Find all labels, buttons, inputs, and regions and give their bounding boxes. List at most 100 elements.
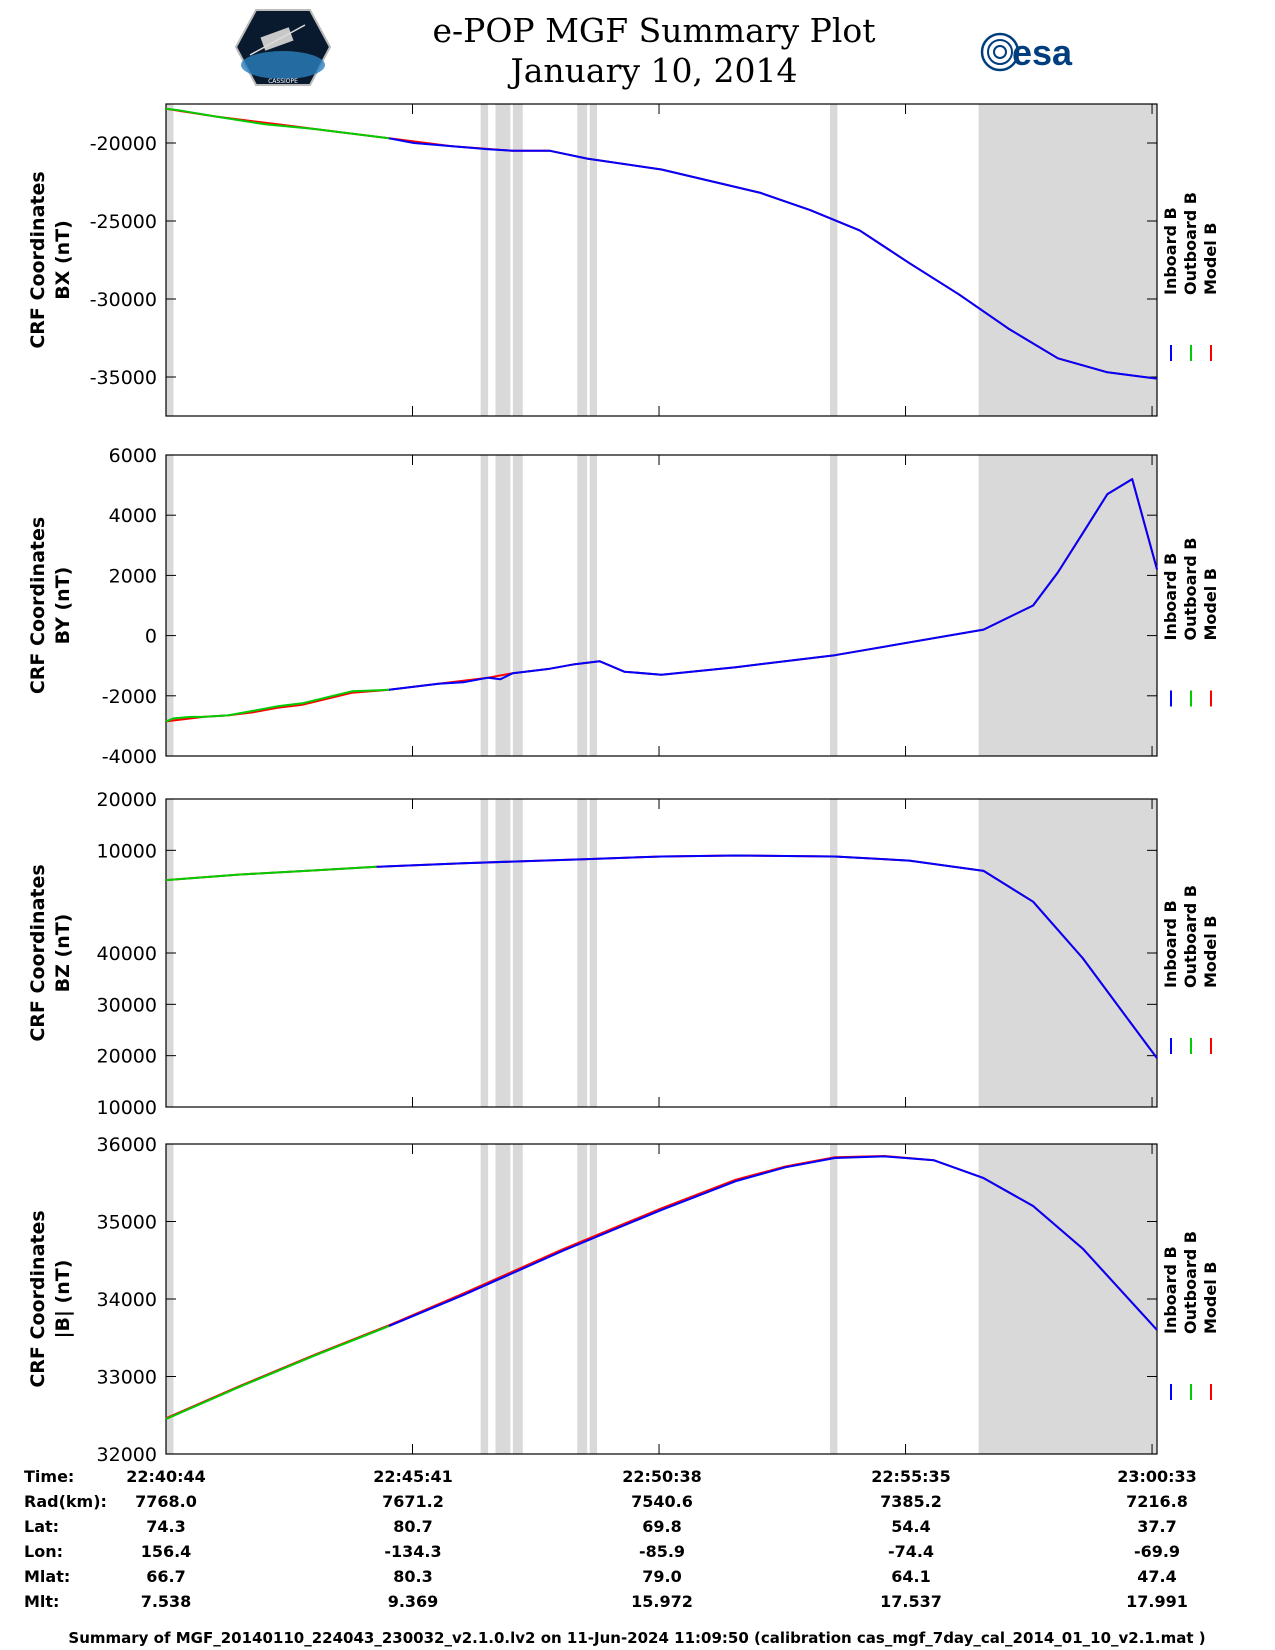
y-axis-label-line1: CRF Coordinates <box>27 171 49 348</box>
y-tick-label: -30000 <box>90 289 157 311</box>
y-tick-label: 36000 <box>97 1134 157 1156</box>
shaded-band <box>480 799 489 1107</box>
shaded-band <box>577 799 588 1107</box>
y-axis-label-line1: CRF Coordinates <box>27 517 49 694</box>
y-tick-label: 10000 <box>97 1097 157 1119</box>
mission-logo-text: CASSIOPE <box>268 78 298 85</box>
table-row-label: Lon: <box>24 1542 63 1561</box>
y-tick-label: -2000 <box>102 686 157 708</box>
y-tick-label: 35000 <box>97 1212 157 1234</box>
shaded-band <box>577 104 588 416</box>
shaded-band <box>480 1144 489 1454</box>
legend: Inboard B Outboard B Model B <box>1161 885 1220 1054</box>
mission-logo: CASSIOPE <box>234 9 332 86</box>
panel-3: 20000 10000 40000 30000 20000 10000 CRF Coordi… <box>27 789 1220 1119</box>
table-cell: 156.4 <box>141 1542 192 1561</box>
shaded-band <box>829 104 838 416</box>
y-tick-label: 33000 <box>97 1367 157 1389</box>
shaded-band <box>512 104 523 416</box>
legend-label: Model B <box>1201 1262 1220 1334</box>
table-cell: 7.538 <box>141 1592 192 1611</box>
table-row-label: Lat: <box>24 1517 59 1536</box>
table-cell: 17.537 <box>880 1592 942 1611</box>
series-line-inboard-b <box>388 478 1158 691</box>
y-tick-label: -35000 <box>90 367 157 389</box>
table-cell: 22:45:41 <box>373 1467 453 1486</box>
legend-label: Inboard B <box>1161 553 1180 641</box>
y-tick-label: 32000 <box>97 1444 157 1466</box>
shaded-band <box>589 104 598 416</box>
shaded-band <box>978 104 1157 416</box>
shaded-band <box>577 455 588 756</box>
footer-caption: Summary of MGF_20140110_224043_230032_v2… <box>68 1629 1205 1647</box>
table-cell: 7540.6 <box>631 1492 693 1511</box>
shaded-band <box>480 104 489 416</box>
table-cell: 79.0 <box>642 1567 681 1586</box>
y-tick-label: -25000 <box>90 211 157 233</box>
plot-frame <box>165 454 1158 757</box>
table-cell: 7768.0 <box>135 1492 197 1511</box>
legend: Inboard B Outboard B Model B <box>1161 1231 1220 1400</box>
y-tick-label: 40000 <box>97 943 157 965</box>
shaded-band <box>166 455 174 756</box>
y-axis-label-line2: |B| (nT) <box>52 1260 74 1339</box>
series-line-inboard-b <box>388 1155 1158 1331</box>
y-tick-label: 2000 <box>109 565 157 587</box>
legend-label: Inboard B <box>1161 1246 1180 1334</box>
shaded-band <box>512 1144 523 1454</box>
table-cell: 9.369 <box>388 1592 439 1611</box>
plot-frame <box>165 103 1158 417</box>
table-cell: 17.991 <box>1126 1592 1188 1611</box>
panel-2: 6000 4000 2000 0 -2000 -4000 CRF Coordinates BY… <box>27 445 1220 768</box>
table-cell: 54.4 <box>891 1517 930 1536</box>
table-cell: 7385.2 <box>880 1492 942 1511</box>
series-line-outboard-b <box>165 107 390 140</box>
table-cell: -85.9 <box>639 1542 685 1561</box>
shaded-band <box>829 1144 838 1454</box>
legend-label: Outboard B <box>1181 885 1200 988</box>
table-cell: 80.3 <box>393 1567 432 1586</box>
y-tick-label: -4000 <box>102 746 157 768</box>
shaded-band <box>978 455 1157 756</box>
plot-title: e-POP MGF Summary Plot <box>432 11 875 50</box>
table-cell: 7216.8 <box>1126 1492 1188 1511</box>
table-cell: 22:55:35 <box>871 1467 951 1486</box>
shaded-band <box>480 455 489 756</box>
series-line-inboard-b <box>388 137 1158 380</box>
shaded-band <box>512 799 523 1107</box>
legend-label: Model B <box>1201 223 1220 295</box>
y-tick-label: 20000 <box>97 1046 157 1068</box>
table-cell: 22:40:44 <box>126 1467 206 1486</box>
legend-label: Model B <box>1201 916 1220 988</box>
shaded-band <box>495 1144 511 1454</box>
table-cell: -69.9 <box>1134 1542 1180 1561</box>
shaded-band <box>166 104 174 416</box>
table-row-label: Time: <box>24 1467 74 1486</box>
shaded-band <box>495 799 511 1107</box>
series-line-outboard-b <box>165 865 377 882</box>
table-cell: 66.7 <box>146 1567 185 1586</box>
shaded-band <box>495 104 511 416</box>
legend-label: Inboard B <box>1161 900 1180 988</box>
table-cell: 22:50:38 <box>622 1467 702 1486</box>
shaded-band <box>978 799 1157 1107</box>
y-tick-label: 0 <box>145 626 157 648</box>
shaded-band <box>829 455 838 756</box>
y-axis-label-line1: CRF Coordinates <box>27 1210 49 1387</box>
shaded-band <box>495 455 511 756</box>
table-cell: 74.3 <box>146 1517 185 1536</box>
panel-4: 36000 35000 34000 33000 32000 CRF Coordinates… <box>27 1134 1220 1466</box>
legend: Inboard B Outboard B Model B <box>1161 192 1220 361</box>
plot-date: January 10, 2014 <box>508 51 798 90</box>
legend-label: Outboard B <box>1181 192 1200 295</box>
y-tick-label: 20000 <box>97 789 157 811</box>
shaded-band <box>829 799 838 1107</box>
table-row-label: Mlat: <box>24 1567 70 1586</box>
info-table: Time: 22:40:44 22:45:41 22:50:38 22:55:35 23:… <box>24 1467 1197 1611</box>
y-tick-label: 6000 <box>109 445 157 467</box>
shaded-band <box>577 1144 588 1454</box>
table-cell: 7671.2 <box>382 1492 444 1511</box>
table-cell: -134.3 <box>384 1542 441 1561</box>
